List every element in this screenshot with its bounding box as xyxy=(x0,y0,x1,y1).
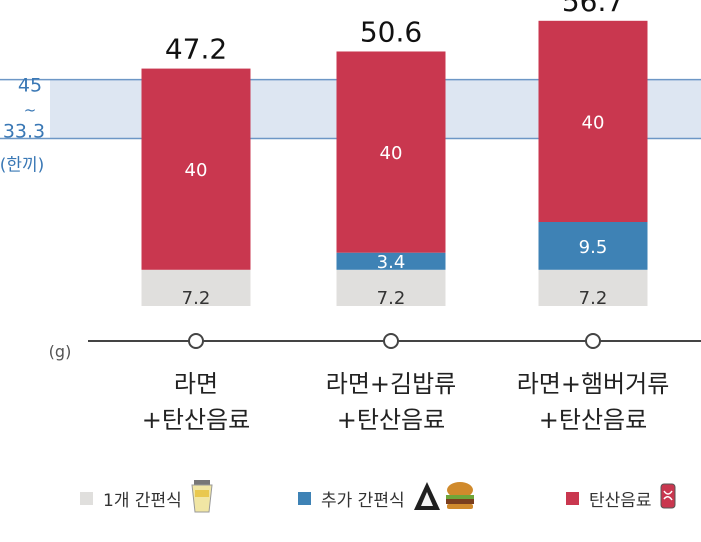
category-label-3-line-2: +탄산음료 xyxy=(539,406,647,434)
reference-band-upper-label: 45 xyxy=(18,75,42,97)
legend-swatch-extra-meal xyxy=(298,491,311,505)
total-label-1: 47.2 xyxy=(165,33,227,66)
data-label-soda-2: 40 xyxy=(380,143,403,164)
category-label-1-line-2: +탄산음료 xyxy=(142,406,250,434)
bar-segment-soda-3 xyxy=(538,20,648,222)
data-label-soda-3: 40 xyxy=(582,112,605,133)
data-label-extra-meal-3: 9.5 xyxy=(579,237,608,258)
category-label-2-line-2: +탄산음료 xyxy=(337,406,445,434)
bar-segment-extra-meal-3 xyxy=(538,221,648,270)
category-label-2-line-1: 라면+김밥류 xyxy=(326,370,457,398)
total-label-2: 50.6 xyxy=(360,15,422,48)
axis-marker-2 xyxy=(383,333,399,349)
bar-segment-single-meal-2 xyxy=(336,269,446,306)
data-label-single-meal-2: 7.2 xyxy=(377,288,406,309)
bar-segment-extra-meal-2 xyxy=(336,252,446,270)
axis-marker-3 xyxy=(585,333,601,349)
data-label-single-meal-3: 7.2 xyxy=(579,288,608,309)
legend-item-soda: 탄산음료 xyxy=(566,478,676,518)
bars-layer: 7.2 40 47.2 7.2 3.4 40 50.6 7.2 9.5 40 56.7 xyxy=(141,0,648,309)
soda-can-icon xyxy=(660,483,676,514)
kimbap-and-burger-icon xyxy=(413,480,475,517)
bar-segment-soda-2 xyxy=(336,51,446,253)
total-label-3: 56.7 xyxy=(562,0,624,18)
legend-swatch-soda xyxy=(566,491,579,505)
stacked-bar-chart: 45 ~ 33.3 (한끼) 7.2 40 47.2 7.2 3.4 40 50.6 7.2 9… xyxy=(0,0,701,434)
reference-band-tilde-label: ~ xyxy=(24,101,37,119)
legend-label-extra-meal: 추가 간편식 xyxy=(321,490,405,511)
category-labels-layer: 라면 +탄산음료 라면+김밥류 +탄산음료 라면+햄버거류 +탄산음료 xyxy=(142,370,670,434)
bar-segment-soda-1 xyxy=(141,68,251,270)
category-label-3-line-1: 라면+햄버거류 xyxy=(517,370,670,398)
legend-swatch-single-meal xyxy=(80,491,93,505)
axis-marker-1 xyxy=(188,333,204,349)
bar-segment-single-meal-1 xyxy=(141,269,251,306)
legend-label-single-meal: 1개 간편식 xyxy=(103,490,182,511)
instant-noodle-cup-icon xyxy=(190,479,214,518)
axis-markers-layer xyxy=(188,333,601,349)
legend-item-single-meal: 1개 간편식 xyxy=(80,478,214,518)
bar-segment-single-meal-3 xyxy=(538,269,648,306)
unit-label: (g) xyxy=(49,342,72,361)
legend-label-soda: 탄산음료 xyxy=(589,490,652,511)
reference-band-lower-label: 33.3 xyxy=(3,121,45,143)
reference-band-note-label: (한끼) xyxy=(0,156,44,176)
data-label-extra-meal-2: 3.4 xyxy=(377,252,406,273)
category-label-1-line-1: 라면 xyxy=(174,370,218,398)
legend-item-extra-meal: 추가 간편식 xyxy=(298,478,475,518)
data-label-soda-1: 40 xyxy=(185,160,208,181)
data-label-single-meal-1: 7.2 xyxy=(182,288,211,309)
